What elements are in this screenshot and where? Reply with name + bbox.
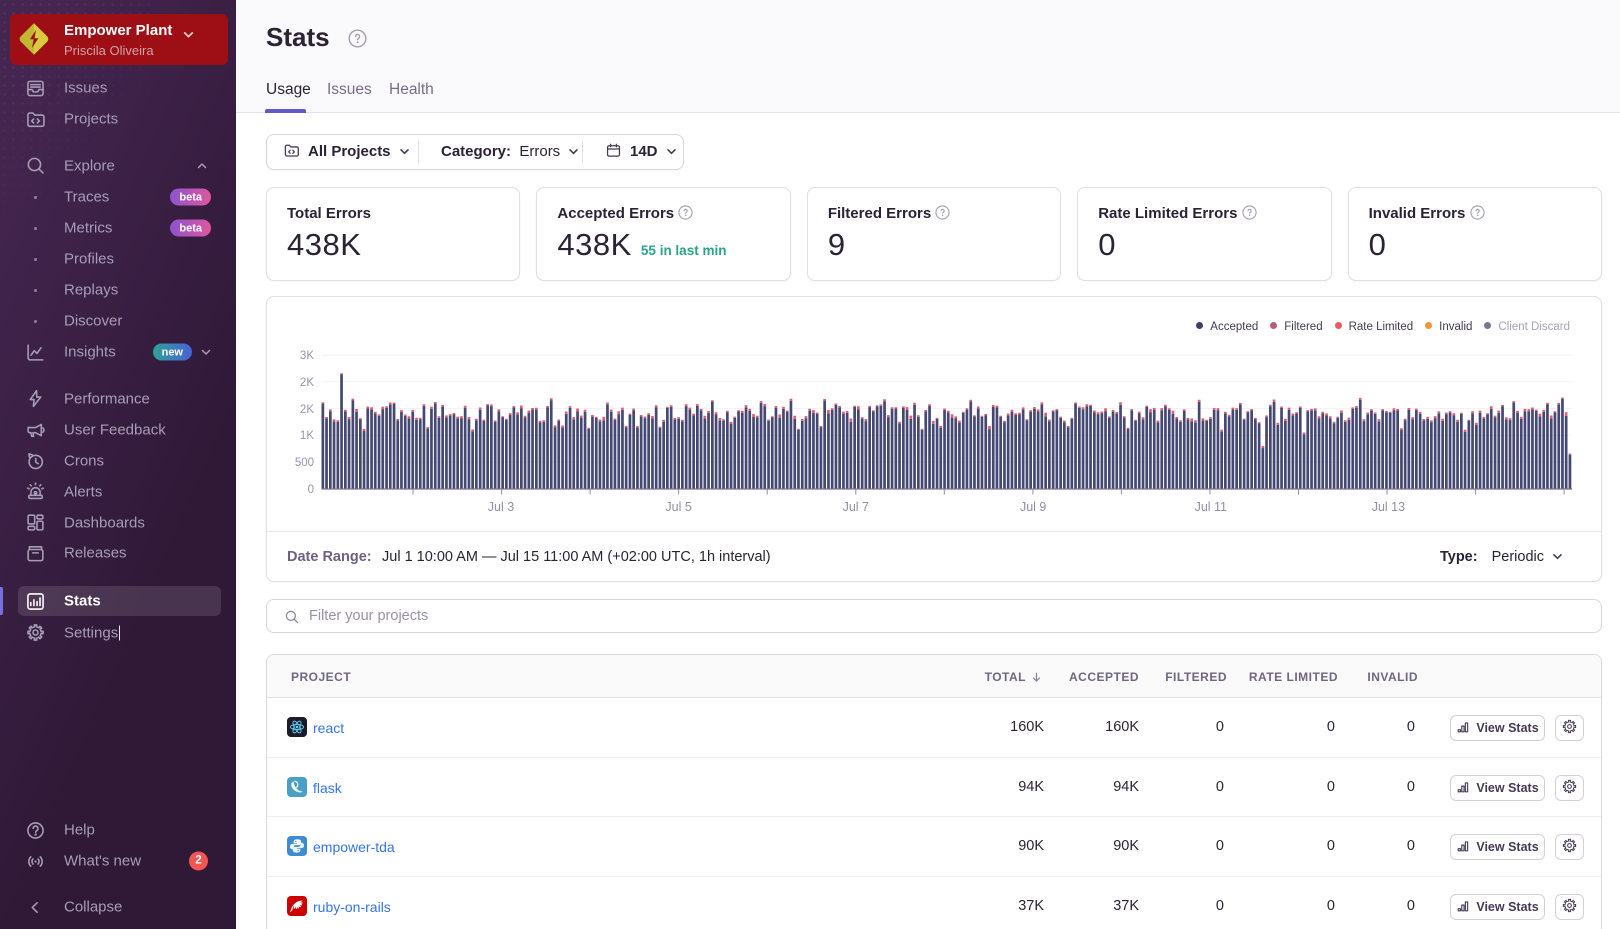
svg-text:Jul 3: Jul 3 [488, 500, 514, 514]
svg-text:Jul 9: Jul 9 [1020, 500, 1046, 514]
svg-text:Jul 7: Jul 7 [843, 500, 869, 514]
svg-text:2K: 2K [300, 377, 314, 389]
svg-text:0: 0 [308, 484, 314, 496]
svg-text:Jul 5: Jul 5 [665, 500, 691, 514]
svg-text:Jul 13: Jul 13 [1372, 500, 1405, 514]
svg-text:Jul 11: Jul 11 [1195, 500, 1227, 514]
svg-text:1K: 1K [300, 430, 314, 442]
svg-text:500: 500 [295, 457, 314, 469]
svg-text:2K: 2K [300, 404, 314, 416]
svg-text:3K: 3K [300, 350, 314, 362]
